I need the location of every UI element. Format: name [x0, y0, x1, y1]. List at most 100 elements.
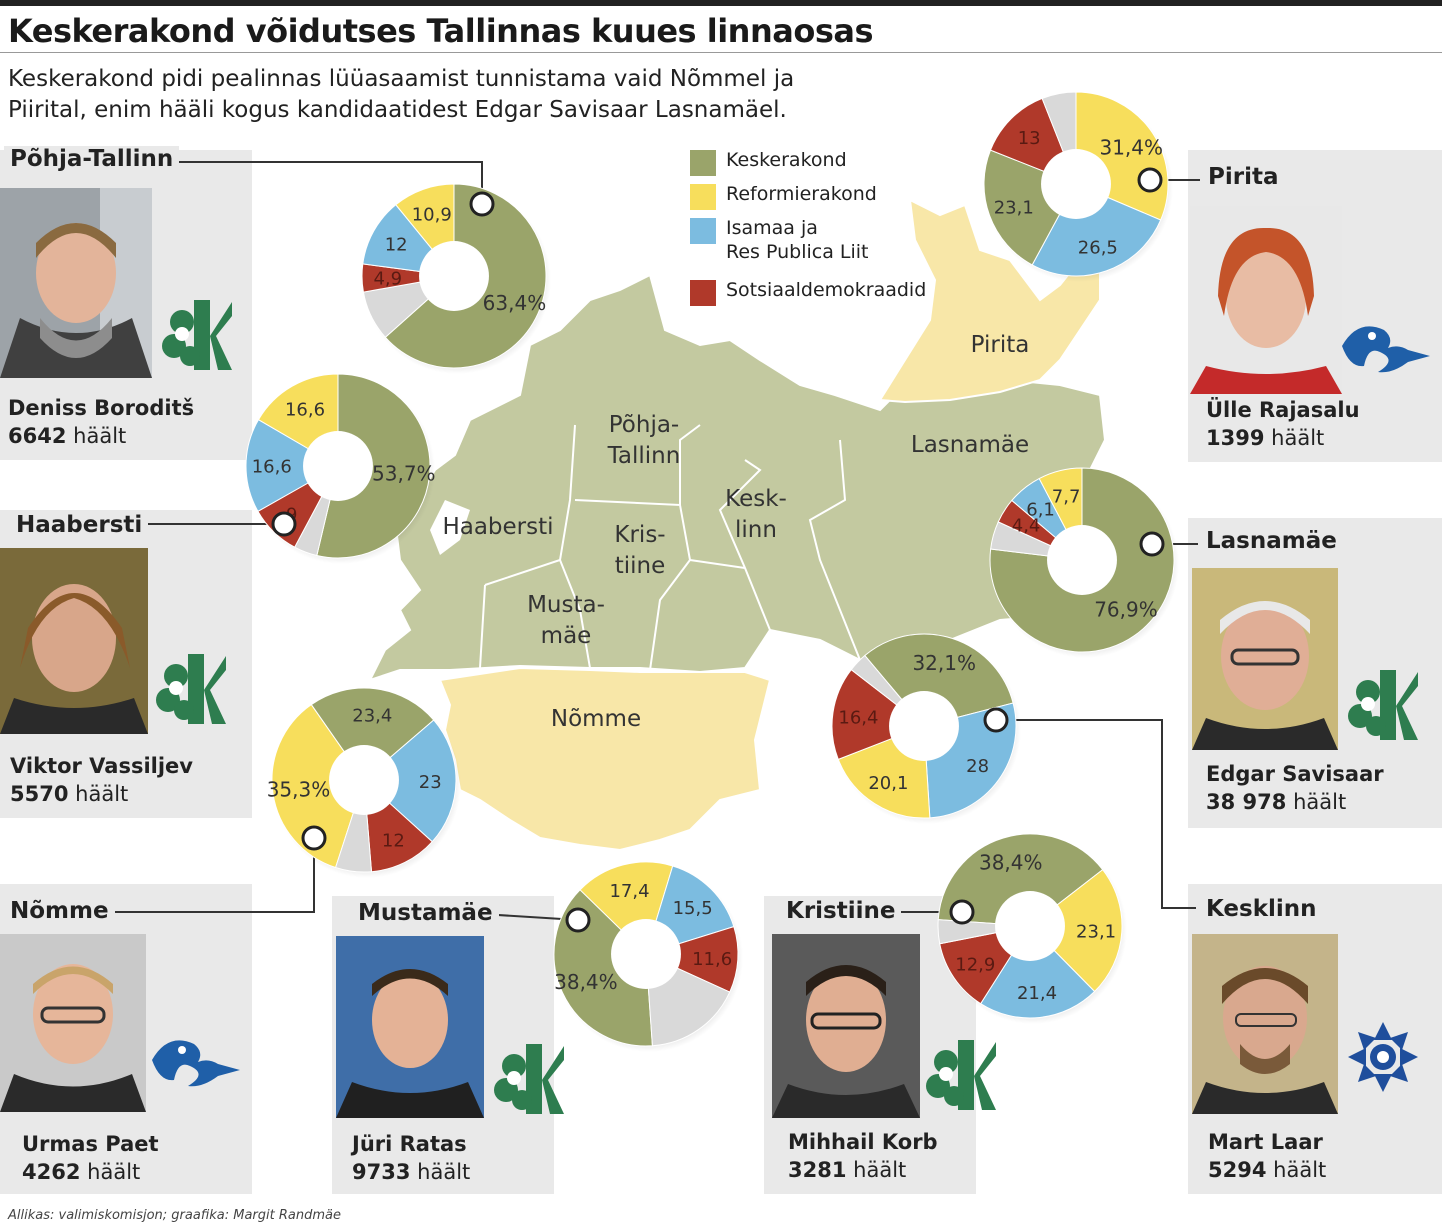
portrait-graphic [0, 934, 146, 1112]
connector-line [108, 838, 315, 913]
pie-hole [303, 431, 373, 501]
pie-hole [889, 691, 959, 761]
pie-slice-Isamaa [245, 418, 340, 513]
pie-label-Keskerakond: 63,4% [483, 291, 547, 315]
pie-label-Sotsiaaldemokraadid: 13 [1018, 128, 1041, 149]
pie-label-Isamaa: 15,5 [673, 898, 713, 919]
pie-label-Reformierakond: 7,7 [1052, 487, 1081, 508]
map-label-mustamae: Musta-mäe [527, 592, 605, 649]
legend-swatch [690, 218, 716, 244]
map-label-line: Pirita [971, 332, 1030, 358]
pie-Kristiine: 38,4% 23,1 21,4 12,9 [937, 833, 1127, 1024]
district-label-kristiine: Kristiine [780, 898, 902, 924]
legend-label: Keskerakond [726, 149, 847, 171]
district-label-haabersti: Haabersti [10, 512, 149, 538]
candidate-name: Ülle Rajasalu [1206, 398, 1360, 422]
pie-label-Reformierakond: 10,9 [412, 205, 452, 226]
map-label-lasnamae: Lasnamäe [911, 432, 1029, 458]
pie-label-Reformierakond: 17,4 [609, 881, 649, 902]
map-label-line: mäe [541, 623, 592, 649]
pie-label-Reformierakond: 20,1 [868, 773, 908, 794]
map-label-line: Lasnamäe [911, 432, 1029, 458]
page-subtitle: Keskerakond pidi pealinnas lüüasaamist t… [8, 66, 795, 123]
pie-label-Reformierakond: 31,4% [1099, 135, 1163, 159]
isamaa-logo [1346, 1020, 1420, 1094]
pie-Pirita: 23,1 31,4% 26,5 13 [983, 91, 1173, 282]
map-label-line: tiine [615, 553, 666, 579]
votes-count: 1399 [1206, 426, 1265, 450]
map-label-pohja: Põhja- Tallinn [607, 412, 681, 469]
map-nomme [438, 666, 772, 852]
map-label-kristiine: Kris-tiine [614, 522, 665, 579]
candidate-votes: 5570 häält [10, 782, 128, 806]
pie-Lasnamäe: 76,9% 7,76,14,4 [989, 467, 1179, 658]
title-divider [0, 52, 1442, 53]
reformierakond-logo [148, 1030, 244, 1096]
pie-label-Reformierakond: 23,1 [1076, 921, 1116, 942]
source-credit: Allikas: valimiskomisjon; graafika: Marg… [8, 1208, 341, 1223]
pie-label-Keskerakond: 23,4 [352, 705, 392, 726]
candidate-votes: 1399 häält [1206, 426, 1324, 450]
map-label-line: Tallinn [607, 443, 681, 469]
votes-count: 5570 [10, 782, 69, 806]
pie-slice-Sotsiaaldemokraadid [831, 668, 926, 761]
keskerakond-logo [924, 1036, 998, 1114]
connector-dot [469, 191, 495, 217]
connector-dot [1137, 167, 1163, 193]
candidate-photo-paet [0, 934, 146, 1112]
map-label-line: Musta- [527, 592, 605, 618]
candidate-photo-laar [1192, 934, 1338, 1114]
district-label-lasnamae: Lasnamäe [1200, 528, 1343, 554]
connector-dot [983, 707, 1009, 733]
pie-label-Isamaa: 6,1 [1026, 499, 1055, 520]
map-label-line: Põhja- [609, 412, 679, 438]
portrait-graphic [772, 934, 920, 1118]
votes-suffix: häält [73, 424, 127, 448]
map-water [430, 500, 470, 555]
map-label-line: linn [735, 517, 777, 543]
candidate-photo-rajasalu [1190, 206, 1342, 394]
map-label-haabersti: Haabersti [442, 514, 553, 540]
pie-label-Sotsiaaldemokraadid: 4,9 [373, 268, 402, 289]
tallinn-map [368, 198, 1142, 852]
votes-suffix: häält [417, 1160, 471, 1184]
votes-count: 6642 [8, 424, 67, 448]
district-label-pirita: Pirita [1202, 164, 1285, 190]
votes-suffix: häält [1271, 426, 1325, 450]
pie-slice-Sotsiaaldemokraadid [644, 925, 739, 993]
connector-dot [301, 825, 327, 851]
map-district-borders [479, 424, 861, 671]
map-label-line: Nõmme [551, 706, 641, 732]
pie-slice-Isamaa [363, 719, 457, 843]
pie-Põhja-Tallinn: 63,4% 10,912 4,9 [361, 183, 551, 374]
pie-label-Isamaa: 23 [419, 772, 442, 793]
votes-count: 38 978 [1206, 790, 1287, 814]
pie-Nõmme: 23,4 35,3% 23 12 [267, 687, 461, 878]
district-label-mustamae: Mustamäe [352, 900, 499, 926]
keskerakond-logo [1346, 666, 1420, 744]
pie-label-Keskerakond: 38,4% [554, 970, 618, 994]
map-labels: Pirita Põhja- Tallinn Lasnamäe Kesk-linn Haab… [442, 332, 1029, 732]
votes-count: 9733 [352, 1160, 411, 1184]
pie-label-Reformierakond: 16,6 [285, 400, 325, 421]
connector-dot [565, 907, 591, 933]
candidate-name: Jüri Ratas [352, 1132, 467, 1156]
portrait-graphic [0, 548, 148, 734]
portrait-graphic [0, 188, 152, 378]
pie-label-Isamaa: 28 [966, 756, 989, 777]
candidate-name: Viktor Vassiljev [10, 754, 193, 778]
legend-label: Isamaa ja Res Publica Liit [726, 217, 869, 263]
candidate-name: Deniss Boroditš [8, 396, 195, 420]
pie-hole [329, 745, 399, 815]
pie-label-Keskerakond: 32,1% [912, 651, 976, 675]
pie-hole [419, 241, 489, 311]
map-label-line: Haabersti [442, 514, 553, 540]
legend-label: Reformierakond [726, 183, 877, 205]
pie-slice-Reformierakond [271, 703, 365, 869]
pie-label-Sotsiaaldemokraadid: 16,4 [838, 708, 878, 729]
map-label-nomme: Nõmme [551, 706, 641, 732]
legend-swatch [690, 150, 716, 176]
candidate-photo-ratas [336, 936, 484, 1118]
candidate-photo-boroditš [0, 188, 152, 378]
